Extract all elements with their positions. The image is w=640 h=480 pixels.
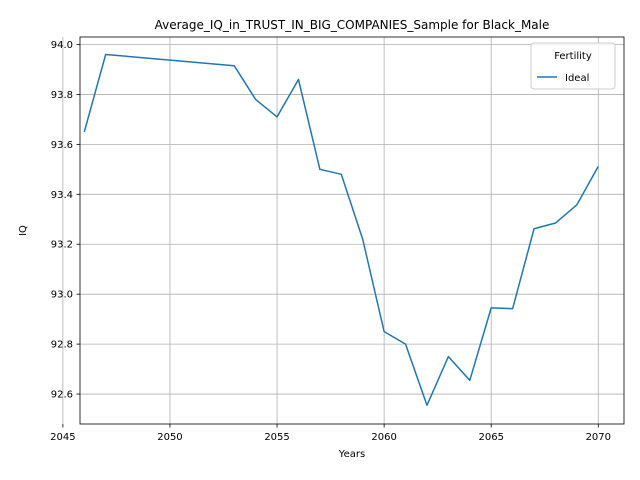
y-tick-label: 92.6	[51, 390, 73, 401]
legend-label: Ideal	[565, 73, 589, 84]
ticks: 2045 2050 2055 2060 2065 2070 92.6 92.8 93.0 93.2…	[50, 40, 611, 443]
y-tick-label: 93.8	[51, 90, 73, 101]
x-tick-label: 2065	[478, 432, 503, 443]
x-axis-label: Years	[338, 449, 365, 460]
x-tick-label: 2070	[586, 432, 611, 443]
y-tick-label: 92.8	[51, 340, 73, 351]
y-tick-label: 93.6	[51, 140, 73, 151]
y-tick-label: 93.2	[51, 240, 73, 251]
series-layer	[83, 53, 599, 407]
legend-title: Fertility	[554, 51, 592, 62]
chart-title: Average_IQ_in_TRUST_IN_BIG_COMPANIES_Sam…	[155, 18, 550, 32]
legend: Fertility Ideal	[530, 42, 616, 90]
x-tick-label: 2045	[50, 432, 75, 443]
x-tick-label: 2060	[371, 432, 396, 443]
y-tick-label: 93.4	[51, 190, 73, 201]
y-tick-label: 94.0	[51, 40, 73, 51]
series-line	[83, 53, 599, 407]
plot-frame	[79, 36, 625, 425]
y-tick-label: 93.0	[51, 290, 73, 301]
x-tick-label: 2055	[264, 432, 289, 443]
y-axis-label: IQ	[18, 225, 29, 236]
x-tick-label: 2050	[157, 432, 182, 443]
grid	[62, 37, 624, 424]
